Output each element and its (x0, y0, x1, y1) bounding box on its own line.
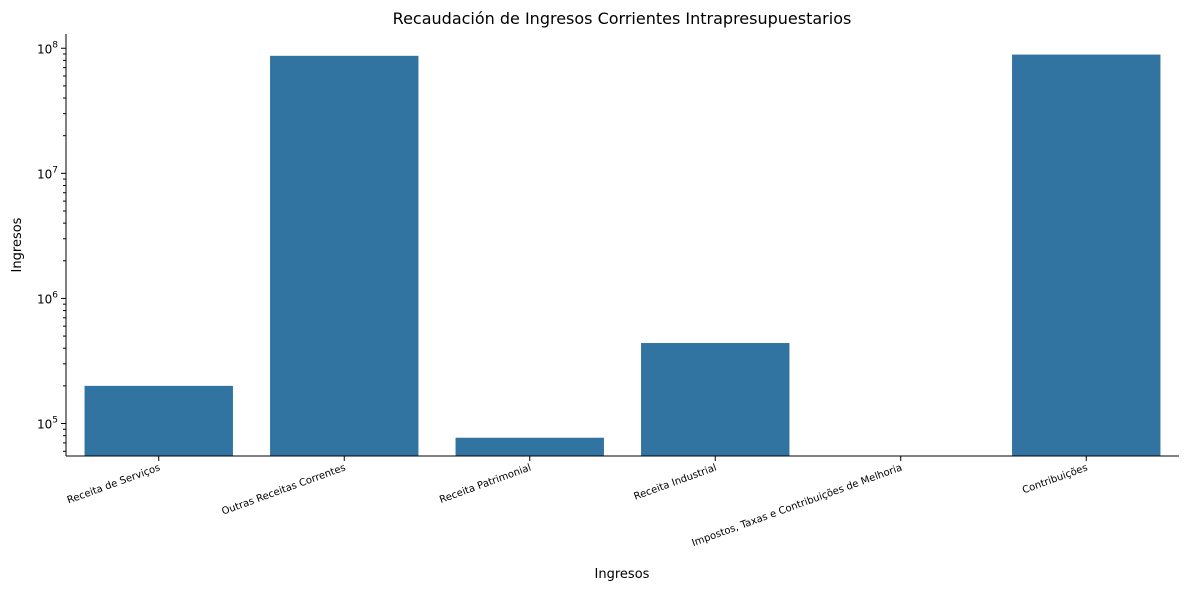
x-tick-label-1: Outras Receitas Correntes (220, 462, 347, 517)
chart-title: Recaudación de Ingresos Corrientes Intra… (393, 9, 852, 28)
y-tick-label-2: 107 (37, 165, 58, 181)
x-axis-title: Ingresos (595, 567, 650, 582)
bars-group (84, 54, 1161, 456)
bar-3 (641, 343, 790, 456)
y-tick-label-1: 106 (37, 290, 58, 306)
x-tick-label-0: Receita de Serviços (66, 462, 162, 506)
x-tick-label-5: Contribuições (1021, 462, 1089, 496)
x-tick-label-2: Receita Patrimonial (438, 462, 533, 505)
x-axis-ticks: Receita de Serviços Outras Receitas Corre… (66, 456, 1089, 549)
bar-2 (455, 437, 604, 456)
bar-1 (270, 55, 419, 456)
y-tick-label-0: 105 (37, 416, 58, 432)
y-tick-label-3: 108 (37, 40, 58, 56)
bar-0 (84, 385, 233, 456)
y-axis-title: Ingresos (10, 217, 25, 272)
x-tick-label-3: Receita Industrial (633, 462, 719, 502)
y-axis-ticks: 105 106 107 108 (37, 40, 66, 452)
x-tick-label-4: Impostos, Taxas e Contribuições de Melho… (691, 462, 904, 549)
bar-5 (1012, 54, 1161, 456)
